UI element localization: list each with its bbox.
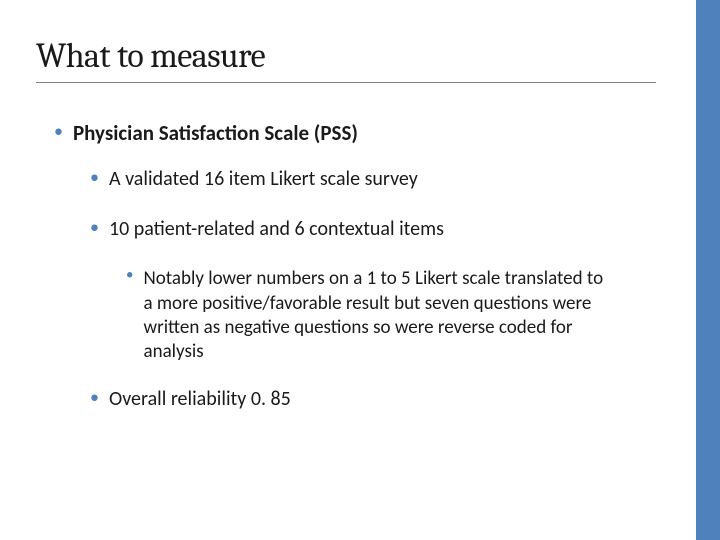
bullet-icon: • [90,167,99,188]
accent-bar [696,0,720,540]
bullet-text-l2: Overall reliability 0. 85 [109,387,291,411]
list-item: • Overall reliability 0. 85 [90,387,656,411]
list-item: • Notably lower numbers on a 1 to 5 Like… [126,267,606,364]
bullet-text-l3: Notably lower numbers on a 1 to 5 Likert… [143,267,606,364]
bullet-text-l2: A validated 16 item Likert scale survey [109,167,418,191]
bullet-text-l1: Physician Satisfaction Scale (PSS) [73,121,358,147]
list-item: • 10 patient-related and 6 contextual it… [90,217,656,241]
bullet-icon: • [90,387,99,408]
slide-body: What to measure • Physician Satisfaction… [0,0,696,540]
slide-title: What to measure [36,36,656,83]
bullet-text-l2: 10 patient-related and 6 contextual item… [109,217,444,241]
bullet-icon: • [126,267,133,284]
list-item: • A validated 16 item Likert scale surve… [90,167,656,191]
list-item: • Physician Satisfaction Scale (PSS) [54,121,656,147]
bullet-icon: • [90,217,99,238]
bullet-icon: • [54,121,63,142]
